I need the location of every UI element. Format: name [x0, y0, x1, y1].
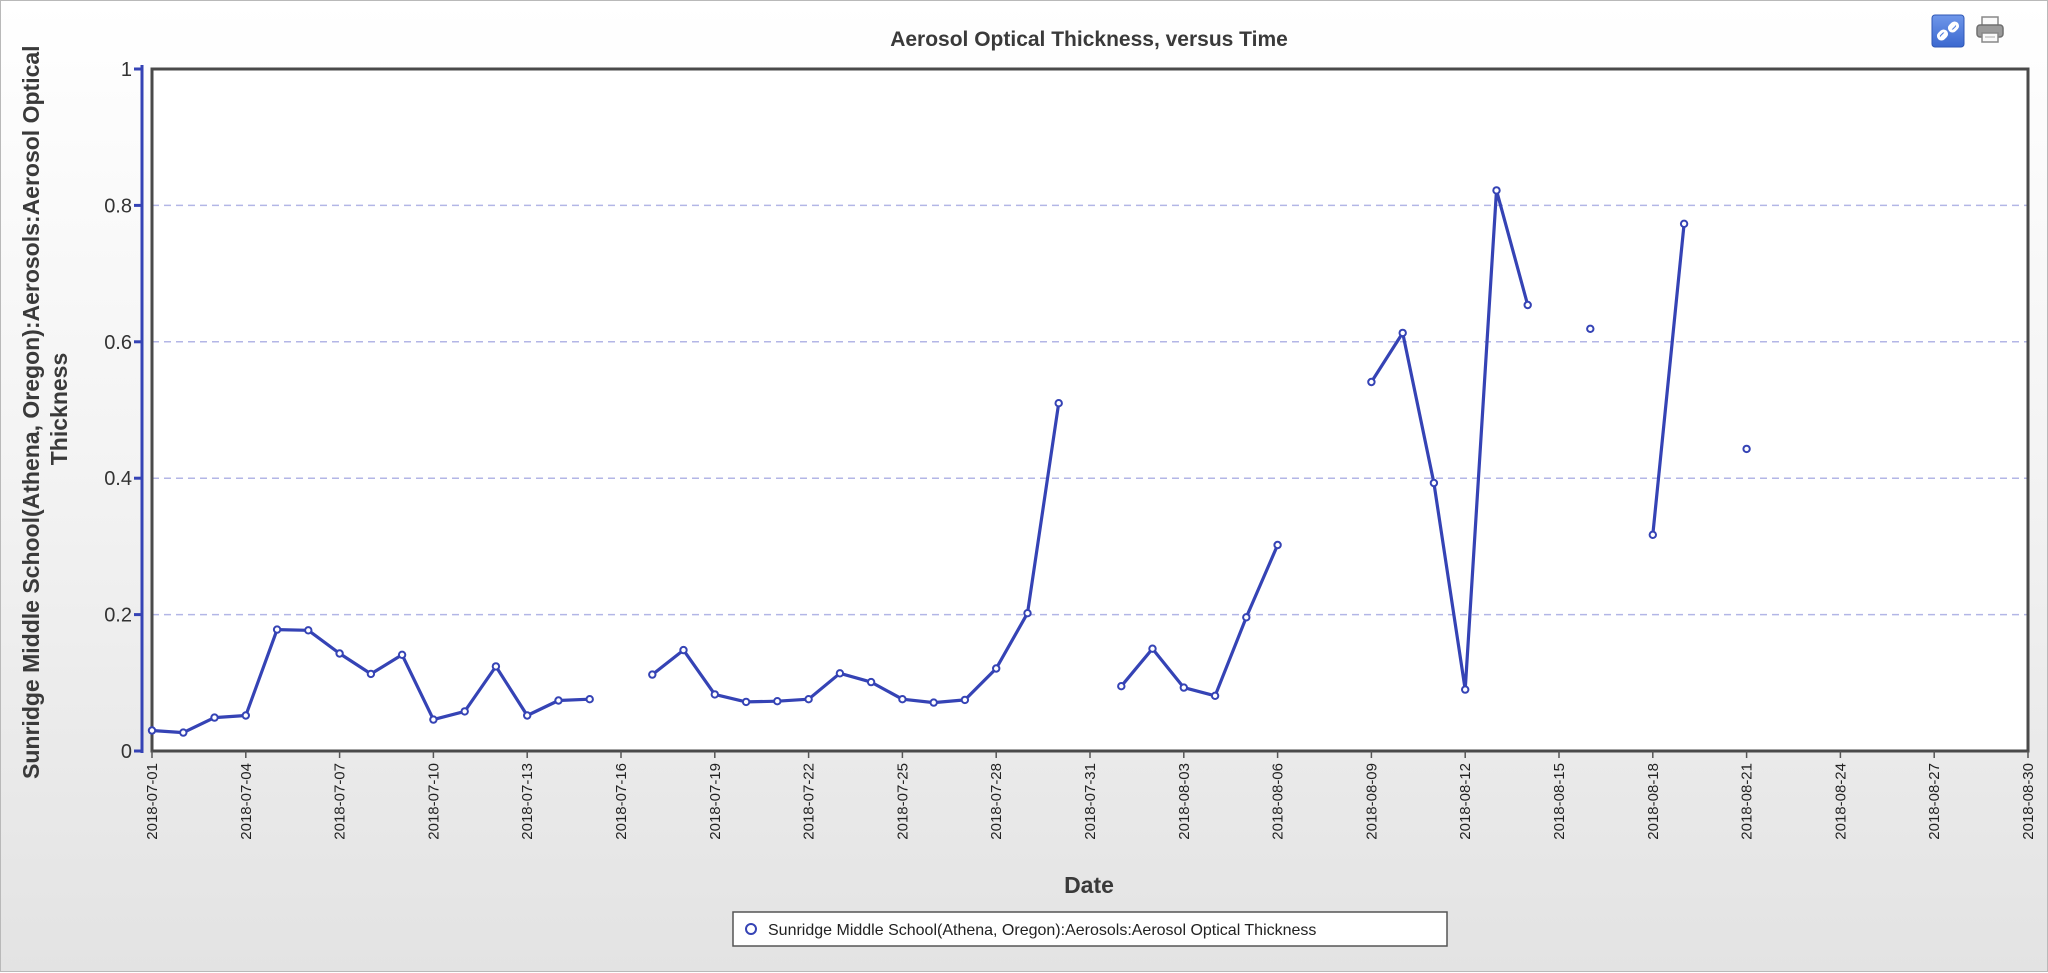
y-tick-label: 0.8 — [104, 195, 132, 217]
series-line-segment — [1651, 223, 1686, 535]
data-point[interactable] — [272, 625, 282, 634]
data-point[interactable] — [491, 662, 501, 671]
print-icon — [1976, 16, 2004, 43]
data-point[interactable] — [1429, 478, 1439, 488]
data-point[interactable] — [929, 698, 938, 707]
y-tick-label: 0.6 — [104, 332, 132, 354]
legend[interactable]: Sunridge Middle School(Athena, Oregon):A… — [732, 911, 1448, 947]
data-point[interactable] — [210, 713, 219, 722]
data-point[interactable] — [523, 711, 532, 720]
data-point[interactable] — [179, 728, 188, 737]
data-point[interactable] — [1023, 609, 1032, 618]
series-line-segment — [651, 402, 1061, 705]
data-point[interactable] — [804, 695, 813, 704]
link-button[interactable] — [1931, 14, 1965, 48]
data-point[interactable] — [1242, 613, 1251, 622]
x-tick-label: 2018-07-22 — [801, 763, 818, 840]
data-point[interactable] — [1210, 691, 1220, 700]
data-point[interactable] — [1492, 186, 1501, 195]
data-point[interactable] — [898, 695, 907, 704]
data-point[interactable] — [1742, 444, 1751, 454]
data-point[interactable] — [1273, 540, 1282, 550]
x-tick-label: 2018-07-16 — [613, 763, 630, 840]
data-point[interactable] — [147, 726, 157, 735]
x-tick-label: 2018-08-12 — [1457, 763, 1474, 840]
y-axis-label-line-1: Sunridge Middle School(Athena, Oregon):A… — [18, 45, 44, 779]
data-point[interactable] — [1179, 683, 1189, 692]
print-button[interactable] — [1976, 16, 2004, 43]
x-tick-label: 2018-07-01 — [144, 763, 161, 840]
chart-title: Aerosol Optical Thickness, versus Time — [890, 28, 1288, 51]
data-point[interactable] — [1117, 682, 1126, 691]
data-point[interactable] — [835, 669, 845, 678]
data-point[interactable] — [335, 649, 344, 658]
data-point[interactable] — [1398, 328, 1407, 338]
data-point[interactable] — [1679, 219, 1689, 229]
x-tick-label: 2018-08-18 — [1645, 763, 1662, 840]
data-point[interactable] — [992, 664, 1001, 673]
plot-area — [152, 69, 2028, 751]
x-tick-label: 2018-08-06 — [1270, 763, 1287, 840]
x-tick-label: 2018-07-07 — [332, 763, 349, 840]
data-point[interactable] — [1523, 300, 1532, 310]
data-point[interactable] — [241, 711, 251, 720]
y-tick-label: 0 — [121, 741, 132, 763]
data-point[interactable] — [1648, 530, 1658, 539]
data-point[interactable] — [366, 669, 376, 679]
x-axis-label: Date — [1064, 872, 1114, 898]
x-tick-label: 2018-08-09 — [1363, 763, 1380, 840]
data-point[interactable] — [1054, 399, 1063, 408]
x-tick-label: 2018-07-13 — [519, 763, 536, 840]
data-point[interactable] — [397, 650, 407, 659]
data-point[interactable] — [429, 715, 438, 724]
series-aot — [147, 186, 1751, 737]
x-tick-label: 2018-08-21 — [1739, 763, 1756, 840]
grid-lines — [152, 204, 2028, 616]
data-point[interactable] — [554, 696, 563, 705]
x-tick-label: 2018-07-28 — [988, 763, 1005, 840]
x-tick-label: 2018-08-30 — [2020, 763, 2037, 840]
x-tick-label: 2018-07-19 — [707, 763, 724, 840]
data-point[interactable] — [679, 645, 688, 655]
data-point[interactable] — [710, 690, 719, 699]
x-tick-label: 2018-08-27 — [1926, 763, 1943, 840]
x-tick-label: 2018-08-24 — [1832, 763, 1849, 840]
x-tick-label: 2018-07-25 — [894, 763, 911, 840]
data-point[interactable] — [960, 695, 970, 705]
x-tick-label: 2018-07-04 — [238, 763, 255, 840]
data-point[interactable] — [866, 677, 876, 687]
data-point[interactable] — [1461, 685, 1470, 694]
x-tick-label: 2018-08-15 — [1551, 763, 1568, 840]
y-tick-label: 0.4 — [104, 468, 132, 490]
legend-marker-icon — [745, 923, 757, 935]
y-tick-label: 1 — [121, 59, 132, 81]
x-tick-label: 2018-07-31 — [1082, 763, 1099, 840]
data-point[interactable] — [304, 626, 313, 635]
data-point[interactable] — [460, 707, 469, 716]
x-tick-label: 2018-08-03 — [1176, 763, 1193, 840]
x-axis-ticks: 2018-07-01 2018-07-04 2018-07-07 2018-07-10… — [144, 751, 2037, 840]
data-point[interactable] — [1367, 377, 1376, 387]
data-point[interactable] — [648, 670, 657, 679]
x-tick-label: 2018-07-10 — [425, 763, 442, 840]
series-line-segment — [1120, 544, 1280, 698]
y-axis-label-line-2: Thickness — [46, 353, 72, 466]
data-point[interactable] — [741, 697, 751, 707]
link-icon — [1936, 21, 1960, 41]
y-axis-label: Sunridge Middle School(Athena, Oregon):A… — [18, 39, 72, 779]
legend-label: Sunridge Middle School(Athena, Oregon):A… — [768, 922, 1316, 939]
series-line-segment — [1370, 188, 1530, 692]
y-tick-label: 0.2 — [104, 605, 132, 627]
y-axis-ticks: 0 0.2 0.4 0.6 0.8 1 — [104, 59, 142, 763]
data-point[interactable] — [585, 695, 594, 704]
data-point[interactable] — [1586, 324, 1595, 333]
data-point[interactable] — [773, 697, 782, 706]
data-point[interactable] — [1148, 644, 1157, 653]
